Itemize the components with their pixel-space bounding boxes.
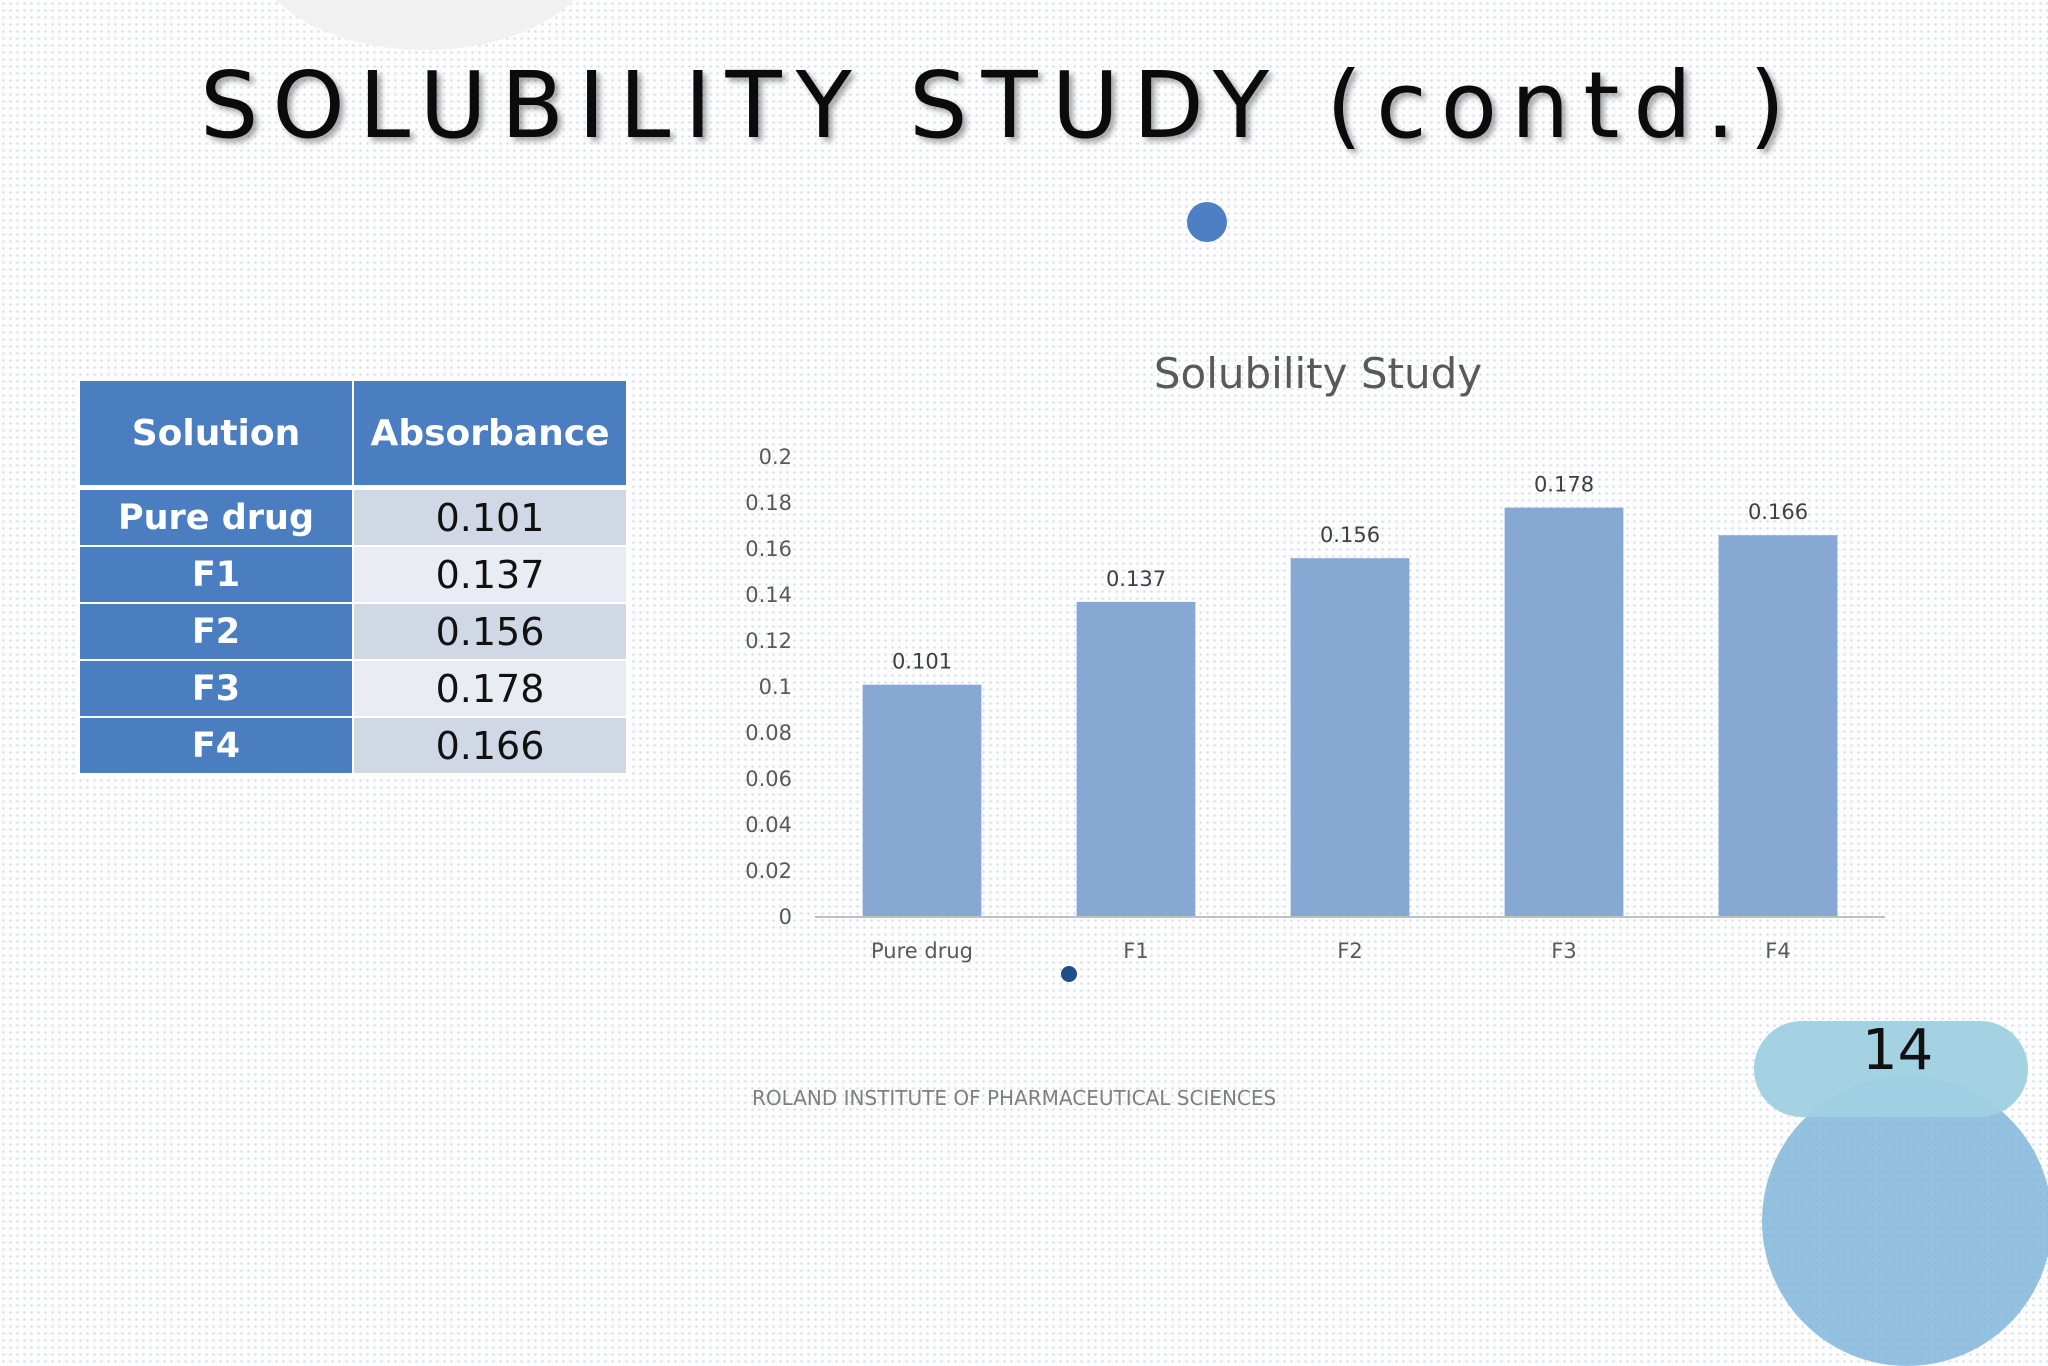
absorbance-table: Solution Absorbance Pure drug 0.101 F1 0… xyxy=(78,379,628,775)
table-header-absorbance: Absorbance xyxy=(352,379,628,490)
bar xyxy=(1504,507,1624,917)
table-cell-absorbance: 0.137 xyxy=(352,545,628,604)
data-label: 0.166 xyxy=(1748,500,1808,524)
data-label: 0.156 xyxy=(1320,523,1380,547)
data-label: 0.101 xyxy=(892,650,952,674)
decorative-circle-corner xyxy=(1762,1076,2048,1366)
data-labels-group: 0.101 0.137 0.156 0.178 0.166 xyxy=(892,473,1808,674)
chart-title: Solubility Study xyxy=(1154,349,1482,398)
table-cell-solution: F3 xyxy=(78,659,354,718)
table-header-row: Solution Absorbance xyxy=(78,379,628,490)
y-tick-label: 0.06 xyxy=(745,767,792,791)
x-tick-label: Pure drug xyxy=(871,939,973,963)
bar xyxy=(1290,558,1410,917)
footer-institution: ROLAND INSTITUTE OF PHARMACEUTICAL SCIEN… xyxy=(752,1086,1277,1110)
table-row: F3 0.178 xyxy=(78,659,628,718)
y-tick-label: 0.02 xyxy=(745,859,792,883)
bars-group xyxy=(862,507,1838,917)
table-cell-absorbance: 0.166 xyxy=(352,716,628,775)
decorative-dot xyxy=(1187,202,1227,242)
x-tick-label: F4 xyxy=(1765,939,1790,963)
table-row: Pure drug 0.101 xyxy=(78,486,628,547)
y-tick-label: 0.08 xyxy=(745,721,792,745)
page-number: 14 xyxy=(1862,1018,1934,1083)
data-label: 0.178 xyxy=(1534,473,1594,497)
data-label: 0.137 xyxy=(1106,567,1166,591)
solubility-bar-chart: Solubility Study 0 0.02 0.04 0.06 0.08 0.1 0.1… xyxy=(745,349,1885,963)
bar xyxy=(1718,535,1838,917)
table-cell-absorbance: 0.101 xyxy=(352,486,628,547)
y-tick-label: 0.2 xyxy=(759,445,792,469)
y-tick-label: 0.12 xyxy=(745,629,792,653)
x-tick-label: F1 xyxy=(1123,939,1148,963)
y-tick-label: 0.1 xyxy=(759,675,792,699)
decorative-dot-small xyxy=(1061,966,1077,982)
table-cell-solution: Pure drug xyxy=(78,486,354,547)
table-cell-solution: F2 xyxy=(78,602,354,661)
bar xyxy=(1076,601,1196,917)
table-cell-solution: F1 xyxy=(78,545,354,604)
y-tick-label: 0.16 xyxy=(745,537,792,561)
x-axis: Pure drug F1 F2 F3 F4 xyxy=(871,939,1791,963)
table-row: F4 0.166 xyxy=(78,716,628,775)
x-tick-label: F3 xyxy=(1551,939,1576,963)
table-row: F1 0.137 xyxy=(78,545,628,604)
x-tick-label: F2 xyxy=(1337,939,1362,963)
table-cell-solution: F4 xyxy=(78,716,354,775)
y-tick-label: 0 xyxy=(779,905,792,929)
bar xyxy=(862,684,982,917)
y-axis: 0 0.02 0.04 0.06 0.08 0.1 0.12 0.14 0.16 0.18 0.2 xyxy=(745,445,792,929)
table-cell-absorbance: 0.178 xyxy=(352,659,628,718)
table-cell-absorbance: 0.156 xyxy=(352,602,628,661)
slide-title: SOLUBILITY STUDY (contd.) xyxy=(200,52,1799,159)
page-number-badge xyxy=(1754,1021,2028,1117)
table-header-solution: Solution xyxy=(78,379,354,490)
y-tick-label: 0.04 xyxy=(745,813,792,837)
table-row: F2 0.156 xyxy=(78,602,628,661)
y-tick-label: 0.18 xyxy=(745,491,792,515)
y-tick-label: 0.14 xyxy=(745,583,792,607)
